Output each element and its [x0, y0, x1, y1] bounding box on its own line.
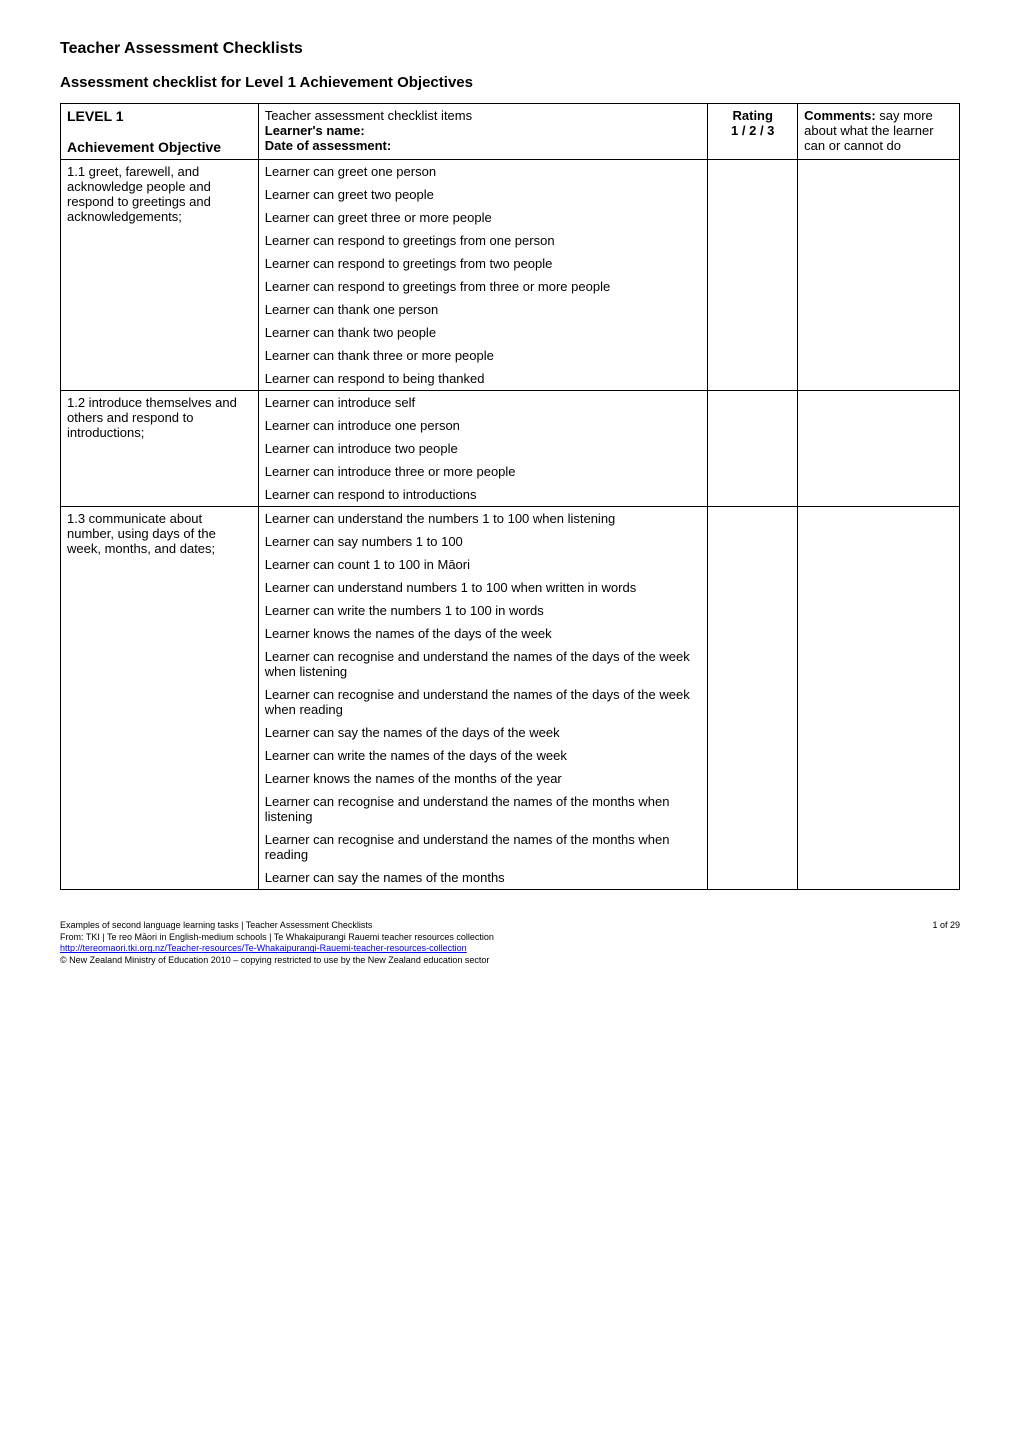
checklist-item: Learner can greet three or more people: [258, 206, 708, 229]
teacher-items-label: Teacher assessment checklist items: [265, 108, 702, 123]
assessment-table: LEVEL 1 Achievement Objective Teacher asse…: [60, 103, 960, 890]
achievement-label: Achievement Objective: [67, 139, 252, 155]
checklist-item: Learner can recognise and understand the…: [258, 828, 708, 866]
checklist-item: Learner can thank three or more people: [258, 344, 708, 367]
rating-cell[interactable]: [708, 160, 798, 391]
header-level-cell: LEVEL 1 Achievement Objective: [61, 104, 259, 160]
checklist-item: Learner can say the names of the months: [258, 866, 708, 890]
learner-name-label: Learner's name:: [265, 123, 702, 138]
footer-link[interactable]: http://tereomaori.tki.org.nz/Teacher-res…: [60, 943, 467, 953]
checklist-item: Learner can thank one person: [258, 298, 708, 321]
checklist-item: Learner can thank two people: [258, 321, 708, 344]
page-footer: 1 of 29 Examples of second language lear…: [60, 920, 960, 967]
checklist-item: Learner can respond to greetings from tw…: [258, 252, 708, 275]
objective-cell: 1.3 communicate about number, using days…: [61, 507, 259, 890]
date-label: Date of assessment:: [265, 138, 702, 153]
checklist-item: Learner can respond to greetings from on…: [258, 229, 708, 252]
checklist-item: Learner can respond to being thanked: [258, 367, 708, 391]
comments-cell[interactable]: [798, 507, 960, 890]
checklist-item: Learner can recognise and understand the…: [258, 790, 708, 828]
level-label: LEVEL 1: [67, 108, 252, 124]
checklist-item: Learner can write the names of the days …: [258, 744, 708, 767]
checklist-item: Learner can introduce one person: [258, 414, 708, 437]
checklist-item: Learner can understand the numbers 1 to …: [258, 507, 708, 531]
checklist-item: Learner knows the names of the days of t…: [258, 622, 708, 645]
header-teacher-items-cell: Teacher assessment checklist itemsLearne…: [258, 104, 708, 160]
checklist-item: Learner can recognise and understand the…: [258, 645, 708, 683]
rating-cell[interactable]: [708, 391, 798, 507]
checklist-item: Learner knows the names of the months of…: [258, 767, 708, 790]
checklist-item: Learner can greet two people: [258, 183, 708, 206]
checklist-item: Learner can introduce two people: [258, 437, 708, 460]
footer-line4: © New Zealand Ministry of Education 2010…: [60, 955, 489, 965]
comments-cell[interactable]: [798, 391, 960, 507]
checklist-item: Learner can say numbers 1 to 100: [258, 530, 708, 553]
checklist-item: Learner can count 1 to 100 in Māori: [258, 553, 708, 576]
checklist-item: Learner can respond to greetings from th…: [258, 275, 708, 298]
objective-cell: 1.1 greet, farewell, and acknowledge peo…: [61, 160, 259, 391]
page-subtitle: Assessment checklist for Level 1 Achieve…: [60, 74, 960, 91]
checklist-item: Learner can say the names of the days of…: [258, 721, 708, 744]
checklist-item: Learner can respond to introductions: [258, 483, 708, 507]
page-number: 1 of 29: [932, 920, 960, 932]
checklist-item: Learner can introduce self: [258, 391, 708, 415]
footer-line2: From: TKI | Te reo Māori in English-medi…: [60, 932, 494, 942]
checklist-item: Learner can greet one person: [258, 160, 708, 184]
footer-line1: Examples of second language learning tas…: [60, 920, 372, 930]
objective-cell: 1.2 introduce themselves and others and …: [61, 391, 259, 507]
checklist-item: Learner can write the numbers 1 to 100 i…: [258, 599, 708, 622]
page-title: Teacher Assessment Checklists: [60, 40, 960, 58]
comments-header: Comments: say more about what the learne…: [798, 104, 960, 160]
comments-cell[interactable]: [798, 160, 960, 391]
checklist-item: Learner can recognise and understand the…: [258, 683, 708, 721]
rating-header: Rating1 / 2 / 3: [708, 104, 798, 160]
checklist-item: Learner can understand numbers 1 to 100 …: [258, 576, 708, 599]
rating-cell[interactable]: [708, 507, 798, 890]
checklist-item: Learner can introduce three or more peop…: [258, 460, 708, 483]
